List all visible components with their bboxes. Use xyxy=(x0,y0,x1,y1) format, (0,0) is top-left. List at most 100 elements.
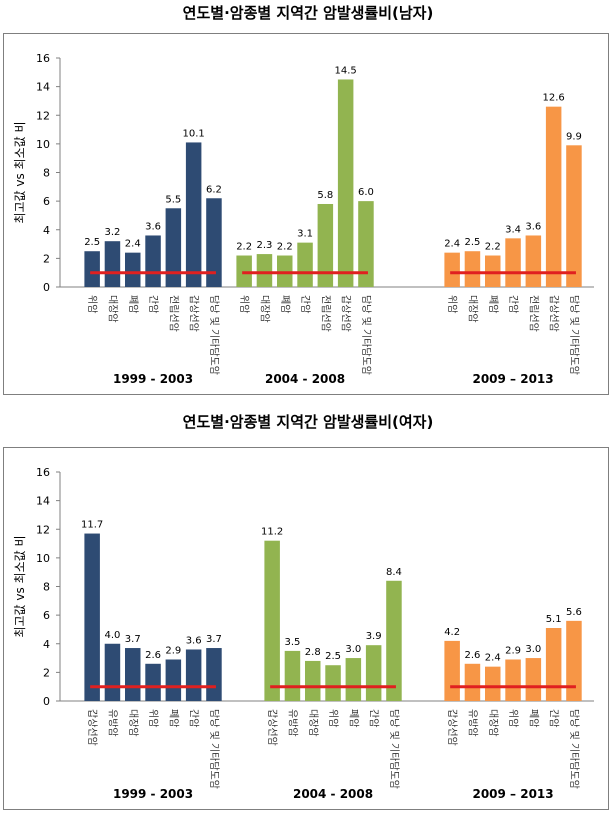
data-label: 2.4 xyxy=(125,239,141,250)
data-label: 11.2 xyxy=(261,527,283,538)
bar xyxy=(256,254,273,287)
category-label: 전립선암 xyxy=(167,295,180,332)
data-label: 3.0 xyxy=(525,644,541,655)
y-tick-label: 2 xyxy=(43,252,50,265)
bar xyxy=(185,142,202,287)
y-tick-label: 12 xyxy=(36,523,50,536)
period-label: 1999 - 2003 xyxy=(113,787,193,801)
data-label: 3.9 xyxy=(366,631,382,642)
data-label: 3.4 xyxy=(505,224,521,235)
category-label: 갑상선암 xyxy=(266,709,278,746)
bar xyxy=(125,252,141,287)
data-label: 4.2 xyxy=(444,627,460,638)
y-tick-label: 0 xyxy=(43,281,50,294)
period-label: 2004 - 2008 xyxy=(293,787,373,801)
category-label: 담낭 및 기타담도암 xyxy=(208,295,220,375)
category-label: 전립선암 xyxy=(319,295,332,332)
bar xyxy=(104,241,121,287)
category-label: 폐암 xyxy=(487,295,499,313)
category-label: 폐암 xyxy=(279,295,291,313)
category-label: 폐암 xyxy=(347,709,359,727)
category-label: 대장암 xyxy=(487,709,499,737)
category-label: 갑상선암 xyxy=(340,295,352,332)
data-label: 6.2 xyxy=(206,184,222,195)
category-label: 담낭 및 기타담도암 xyxy=(208,709,220,789)
bar xyxy=(505,659,521,701)
bar xyxy=(505,238,521,287)
bar xyxy=(444,640,460,701)
category-label: 폐암 xyxy=(167,709,179,727)
chart-panel-female: 0 2 4 6 8 10 12 14 16 최고값 vs 최소값 비 11.7 갑상선암 4.0 유방암 3… xyxy=(3,447,609,810)
bar xyxy=(206,648,222,701)
category-label: 위암 xyxy=(147,709,160,727)
category-label: 대장암 xyxy=(258,295,270,323)
data-label: 2.9 xyxy=(165,645,181,656)
bar xyxy=(206,198,222,287)
bar xyxy=(325,665,341,701)
category-label: 대장암 xyxy=(127,709,139,737)
bar xyxy=(545,628,562,701)
category-label: 위암 xyxy=(446,295,459,313)
bar xyxy=(464,251,481,287)
bar xyxy=(284,650,301,701)
data-label: 2.4 xyxy=(485,653,501,664)
bar xyxy=(185,649,202,701)
data-label: 3.5 xyxy=(284,637,300,648)
bar xyxy=(525,658,542,701)
bar xyxy=(165,208,182,287)
data-label: 2.6 xyxy=(464,650,480,661)
category-label: 간암 xyxy=(147,295,159,313)
y-tick-label: 6 xyxy=(43,609,50,622)
category-label: 폐암 xyxy=(127,295,139,313)
data-label: 2.4 xyxy=(444,239,460,250)
y-tick-label: 0 xyxy=(43,695,50,708)
category-label: 담낭 및 기타담도암 xyxy=(360,295,372,375)
data-label: 3.6 xyxy=(145,221,161,232)
y-axis-label: 최고값 vs 최소값 비 xyxy=(13,121,27,223)
data-label: 2.2 xyxy=(236,242,252,253)
bar xyxy=(125,648,141,701)
bar xyxy=(358,201,374,287)
category-label: 담낭 및 기타담도암 xyxy=(568,295,580,375)
category-label: 유방암 xyxy=(286,709,298,737)
bar xyxy=(545,106,562,287)
category-label: 갑상선암 xyxy=(188,295,200,332)
category-label: 간암 xyxy=(507,295,519,313)
data-label: 4.0 xyxy=(104,630,120,641)
period-label: 2009 – 2013 xyxy=(472,787,553,801)
category-label: 간암 xyxy=(188,709,200,727)
data-label: 3.0 xyxy=(345,644,361,655)
category-label: 대장암 xyxy=(466,295,478,323)
chart-male: 0 2 4 6 8 10 12 14 16 최고값 vs 최소값 비 2.5 위암 3.2 대장암 2.4 폐… xyxy=(13,52,594,386)
period-label: 2009 – 2013 xyxy=(472,372,553,386)
data-label: 2.9 xyxy=(505,645,521,656)
data-label: 5.6 xyxy=(566,607,582,618)
category-label: 위암 xyxy=(327,709,340,727)
data-label: 5.8 xyxy=(317,190,333,201)
bar xyxy=(444,252,460,287)
chart-title-male: 연도별·암종별 지역간 암발생률비(남자) xyxy=(182,4,434,22)
bar xyxy=(464,663,481,701)
data-label: 6.0 xyxy=(358,187,374,198)
data-label: 2.5 xyxy=(464,237,480,248)
bar xyxy=(165,659,182,701)
bar xyxy=(386,580,402,701)
data-label: 2.3 xyxy=(256,240,272,251)
category-label: 위암 xyxy=(86,295,99,313)
y-tick-label: 4 xyxy=(43,224,50,237)
category-label: 위암 xyxy=(238,295,251,313)
y-tick-label: 8 xyxy=(43,581,50,594)
chart-panel-male: 0 2 4 6 8 10 12 14 16 최고값 vs 최소값 비 2.5 위암 3.2 대장암 2.4 폐… xyxy=(3,33,609,395)
data-label: 14.5 xyxy=(335,65,357,76)
y-tick-label: 12 xyxy=(36,109,50,122)
bar xyxy=(345,658,362,701)
y-tick-label: 2 xyxy=(43,666,50,679)
data-label: 3.6 xyxy=(525,221,541,232)
category-label: 간암 xyxy=(548,709,560,727)
bar xyxy=(145,235,161,287)
data-label: 3.6 xyxy=(186,635,202,646)
data-label: 11.7 xyxy=(81,520,103,531)
data-label: 8.4 xyxy=(386,567,402,578)
category-label: 유방암 xyxy=(106,709,118,737)
period-label: 2004 - 2008 xyxy=(265,372,345,386)
